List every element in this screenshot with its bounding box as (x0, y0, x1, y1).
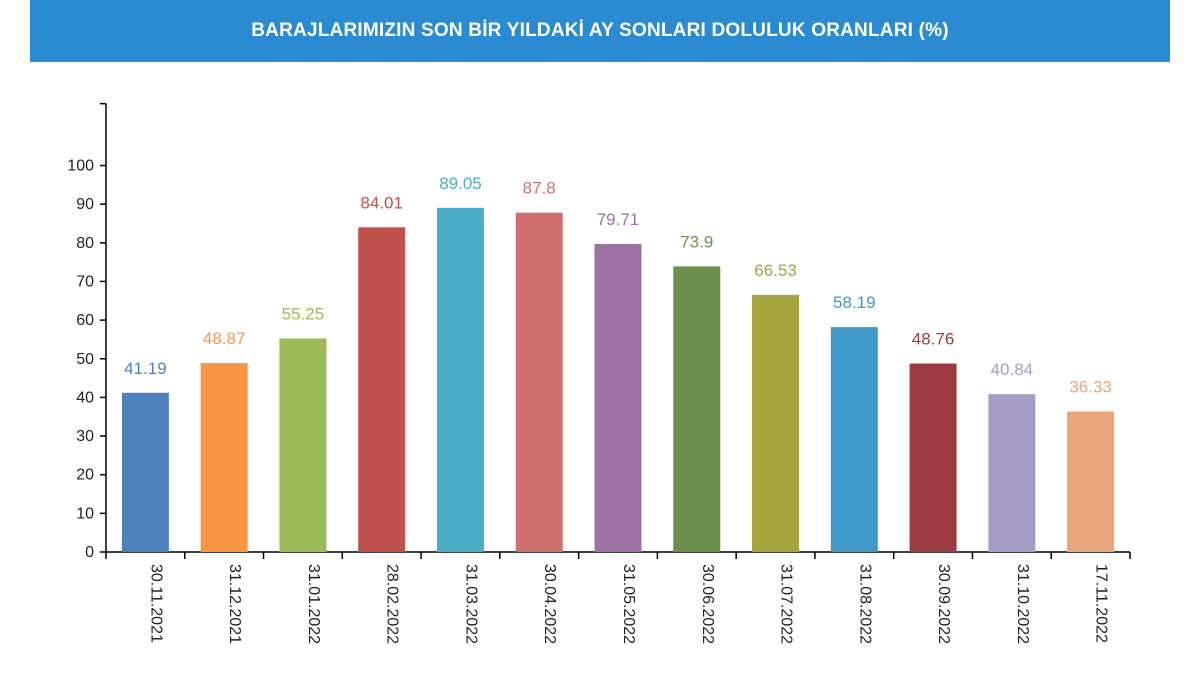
category-label: 17.11.2022 (1093, 564, 1110, 643)
bar (909, 363, 957, 552)
category-label: 31.07.2022 (778, 564, 795, 644)
y-tick-label: 100 (67, 158, 94, 175)
x-axis (105, 551, 1131, 559)
data-labels: 41.19 48.87 55.25 84.01 89.05 87.8 79.71 73.9 66… (124, 174, 1112, 397)
category-label: 30.04.2022 (541, 564, 558, 644)
y-tick-label: 70 (76, 273, 94, 290)
data-label: 55.25 (282, 304, 325, 323)
category-labels: 30.11.2021 31.12.2021 31.01.2022 28.02.2022… (147, 564, 1109, 644)
category-label: 31.10.2022 (1014, 564, 1031, 644)
category-label: 31.01.2022 (305, 564, 322, 644)
bar (1067, 411, 1115, 552)
data-label: 48.76 (912, 330, 955, 349)
y-axis: 0 10 20 30 40 50 60 70 80 90 100 (67, 102, 107, 561)
category-label: 31.08.2022 (856, 564, 873, 644)
data-label: 87.8 (523, 179, 556, 198)
bar (121, 392, 169, 552)
y-tick-label: 20 (76, 467, 94, 484)
bar (515, 212, 563, 552)
bar (752, 294, 800, 552)
bar (436, 207, 484, 552)
y-tick-label: 30 (76, 428, 94, 445)
category-label: 31.05.2022 (620, 564, 637, 644)
category-label: 30.11.2021 (147, 564, 164, 643)
category-label: 31.12.2021 (226, 564, 243, 644)
data-label: 84.01 (360, 193, 403, 212)
bar (594, 243, 642, 553)
chart-title: BARAJLARIMIZIN SON BİR YILDAKİ AY SONLAR… (251, 20, 949, 41)
bar (279, 338, 327, 552)
y-tick-label: 0 (85, 544, 94, 561)
y-tick-label: 10 (76, 505, 94, 522)
bar (988, 394, 1036, 552)
category-label: 30.09.2022 (935, 564, 952, 644)
y-tick-label: 50 (76, 351, 94, 368)
data-label: 79.71 (597, 210, 640, 229)
data-label: 73.9 (680, 232, 713, 251)
bar (358, 227, 406, 553)
category-label: 28.02.2022 (384, 564, 401, 644)
y-tick-label: 40 (76, 389, 94, 406)
category-label: 31.03.2022 (462, 564, 479, 644)
category-label: 30.06.2022 (699, 564, 716, 644)
data-label: 40.84 (991, 360, 1034, 379)
bars (121, 207, 1115, 553)
y-tick-label: 90 (76, 196, 94, 213)
data-label: 66.53 (754, 261, 797, 280)
bar (673, 266, 721, 552)
data-label: 48.87 (203, 329, 246, 348)
data-label: 58.19 (833, 293, 876, 312)
data-label: 36.33 (1069, 378, 1112, 397)
bar (200, 363, 248, 552)
bar (830, 327, 878, 552)
y-tick-label: 80 (76, 235, 94, 252)
data-label: 41.19 (124, 359, 167, 378)
chart-title-bar: BARAJLARIMIZIN SON BİR YILDAKİ AY SONLAR… (30, 0, 1170, 62)
data-label: 89.05 (439, 174, 482, 193)
y-tick-label: 60 (76, 312, 94, 329)
